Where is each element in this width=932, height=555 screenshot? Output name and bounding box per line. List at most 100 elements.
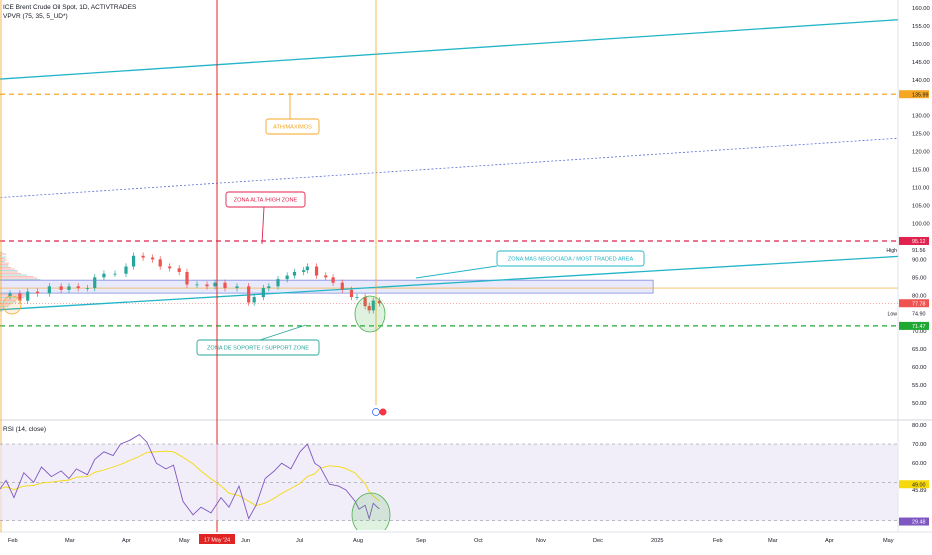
time-axis-tick: May <box>179 538 190 544</box>
candle-body <box>223 283 226 288</box>
candle-body <box>168 267 171 269</box>
candle-body <box>48 286 51 293</box>
rsi-highlight <box>352 493 390 537</box>
price-axis-tick: 105.00 <box>912 204 930 210</box>
price-axis-tick: 90.00 <box>912 257 927 263</box>
candle-body <box>178 268 181 272</box>
high-zone-callout-pointer <box>262 207 264 244</box>
candle-body <box>286 276 289 280</box>
candle-body <box>205 285 208 287</box>
rsi-axis-tick: 60.00 <box>912 461 927 467</box>
time-axis-tick: Oct <box>474 538 483 544</box>
candle-body <box>86 288 89 289</box>
time-axis-tick: Jun <box>241 538 250 544</box>
candle-body <box>293 272 296 276</box>
price-axis-tick: 85.00 <box>912 275 927 281</box>
candle-body <box>36 292 39 294</box>
level-price-label: 135.99 <box>912 92 929 98</box>
candle-body <box>247 286 250 302</box>
rsi-axis-tick: 70.00 <box>912 442 927 448</box>
time-axis-tick: Dec <box>593 538 603 544</box>
vpvr-bar <box>0 278 37 279</box>
candle-body <box>331 277 334 282</box>
price-axis-tick: 155.00 <box>912 24 930 30</box>
vpvr-bar <box>0 269 15 270</box>
high-value: 91.56 <box>912 248 926 254</box>
vpvr-bar <box>0 272 18 273</box>
candle-body <box>124 267 127 274</box>
level-price-label: 71.47 <box>912 324 926 330</box>
rsi-axis-tick: 80.00 <box>912 423 927 429</box>
vpvr-bar <box>0 270 17 271</box>
candle-body <box>195 285 198 286</box>
candle-body <box>185 272 188 285</box>
time-axis-tick: Nov <box>536 538 546 544</box>
price-axis-tick: 150.00 <box>912 42 930 48</box>
price-axis-tick: 120.00 <box>912 150 930 156</box>
price-axis-tick: 50.00 <box>912 401 927 407</box>
main-plot: ATH/MAXIMOS ZONA ALTA /HIGH ZONE ZONA MAS … <box>0 0 932 416</box>
candle-body <box>276 279 279 286</box>
rsi-plot <box>0 435 898 537</box>
level-price-label: 95.12 <box>912 239 926 245</box>
ath-callout-text: ATH/MAXIMOS <box>273 125 312 131</box>
level-price-label: 77.78 <box>912 301 926 307</box>
time-axis-tick: Apr <box>825 538 834 544</box>
rsi-level-label: 49.00 <box>912 482 926 488</box>
high-zone-callout-text: ZONA ALTA /HIGH ZONE <box>234 198 298 204</box>
most-traded-callout-pointer <box>416 266 497 278</box>
time-axis-tick: Mar <box>65 538 75 544</box>
candle-body <box>324 276 327 278</box>
low-value: 74.90 <box>912 312 926 318</box>
candle-body <box>267 286 270 288</box>
symbol-title[interactable]: ICE Brent Crude Oil Spot, 1D, ACTIVTRADE… <box>3 3 136 12</box>
rsi-indicator-label[interactable]: RSI (14, close) <box>3 425 46 434</box>
candle-body <box>355 297 358 298</box>
price-axis-tick: 100.00 <box>912 221 930 227</box>
price-axis-tick: 60.00 <box>912 365 927 371</box>
price-axis-tick: 140.00 <box>912 78 930 84</box>
price-axis-tick: 130.00 <box>912 114 930 120</box>
time-axis-tick: 2025 <box>651 538 663 544</box>
trendline <box>0 17 932 80</box>
most-traded-callout-text: ZONA MAS NEGOCIADA / MOST TRADED AREA <box>508 257 634 263</box>
left-highlight <box>3 296 21 314</box>
vpvr-bar <box>0 276 34 277</box>
time-axis-tick: Mar <box>768 538 778 544</box>
candle-body <box>132 256 135 267</box>
candle-body <box>159 259 162 266</box>
price-axis-tick: 160.00 <box>912 6 930 12</box>
candle-body <box>26 292 29 301</box>
flag-icon <box>380 409 387 416</box>
support-zone-callout-pointer <box>260 325 306 340</box>
support-zone-callout-text: ZONA DE SOPORTE / SUPPORT ZONE <box>207 346 309 352</box>
trendline <box>0 135 932 198</box>
candle-body <box>67 286 70 290</box>
high-label: High <box>886 248 897 254</box>
time-axis-tick: May <box>883 538 894 544</box>
event-icon <box>373 409 380 416</box>
ath-callout: ATH/MAXIMOS <box>266 93 319 134</box>
time-axis-tick: Aug <box>353 538 363 544</box>
candle-body <box>235 286 238 288</box>
candle-body <box>302 270 305 272</box>
high-zone-callout: ZONA ALTA /HIGH ZONE <box>226 192 305 244</box>
rsi-legend: RSI (14, close) <box>3 425 46 434</box>
vpvr-bar <box>0 294 28 295</box>
candle-body <box>113 274 116 275</box>
low-label: Low <box>887 312 897 318</box>
candle-body <box>350 290 353 297</box>
candle-body <box>60 286 63 290</box>
time-axis-tick: Apr <box>122 538 131 544</box>
vpvr-indicator-label[interactable]: VPVR (75, 35, 5_UD*) <box>3 12 136 21</box>
candle-body <box>102 274 105 278</box>
candle-body <box>142 256 145 258</box>
price-axis-tick: 55.00 <box>912 383 927 389</box>
rsi-axis-tick: 45.89 <box>912 488 927 494</box>
candle-body <box>306 267 309 271</box>
candle-body <box>315 267 318 276</box>
vpvr-bar <box>0 252 3 253</box>
price-axis-tick: 115.00 <box>912 168 929 174</box>
